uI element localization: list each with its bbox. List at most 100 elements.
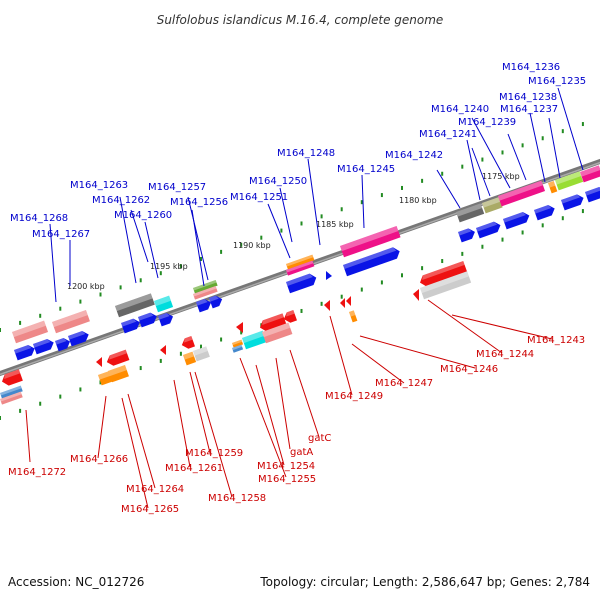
feature-block <box>339 225 401 258</box>
leader-line <box>255 364 285 466</box>
gene-arrow <box>106 349 130 366</box>
tick-mark <box>19 408 22 413</box>
leader-line <box>127 393 156 489</box>
leader-line <box>307 158 321 246</box>
tick-mark <box>0 416 1 420</box>
feature-block <box>108 364 129 383</box>
tick-mark <box>541 136 544 141</box>
gene-arrow <box>138 312 157 328</box>
feature-block <box>456 203 485 223</box>
gene-arrow <box>68 330 89 347</box>
leader-line <box>239 357 287 478</box>
tick-mark <box>179 264 182 269</box>
gene-label-top: M164_1245 <box>337 164 395 175</box>
gene-label-top: M164_1262 <box>92 195 150 206</box>
gene-arrow <box>326 271 332 280</box>
tick-mark <box>99 380 102 385</box>
leader-line <box>529 112 546 183</box>
feature-block <box>554 171 584 191</box>
gene-arrow <box>458 228 475 243</box>
tick-mark <box>159 358 162 363</box>
bottom-strand-features <box>0 260 472 405</box>
tick-mark <box>340 294 343 299</box>
feature-block <box>193 285 218 300</box>
gene-arrow <box>209 295 223 309</box>
map-title: Sulfolobus islandicus M.16.4, complete g… <box>157 13 444 27</box>
tick-mark <box>521 230 524 235</box>
feature-block <box>580 165 600 183</box>
gene-arrow <box>196 298 212 313</box>
tick-mark <box>159 271 162 276</box>
leader-line <box>189 371 211 454</box>
leader-line <box>267 203 291 259</box>
gene-arrow <box>503 211 530 230</box>
feature-block <box>154 295 174 313</box>
tick-mark <box>581 122 584 127</box>
gene-arrow <box>413 289 419 301</box>
gene-label-bottom: gatA <box>290 447 313 458</box>
leader-line <box>427 299 503 354</box>
gene-label-bottom: M164_1261 <box>165 463 223 474</box>
genome-summary-text: Topology: circular; Length: 2,586,647 bp… <box>259 575 590 589</box>
gene-label-bottom: M164_1255 <box>258 474 316 485</box>
bottom-gene-labels: M164_1243 M164_1244 M164_1246 M164_1247 M164… <box>8 335 585 515</box>
feature-block <box>498 180 546 207</box>
tick-label: 1180 kbp <box>399 196 437 205</box>
leader-line <box>329 315 353 396</box>
leader-line <box>471 147 491 197</box>
tick-label: 1185 kbp <box>316 220 354 229</box>
gene-label-bottom: M164_1244 <box>476 349 534 360</box>
feature-block <box>97 370 113 386</box>
gene-arrow <box>534 204 555 221</box>
leader-line <box>359 335 476 369</box>
tick-mark <box>360 200 363 205</box>
feature-block <box>192 346 210 362</box>
gene-label-bottom: M164_1265 <box>121 504 179 515</box>
feature-block <box>242 330 267 350</box>
tick-mark <box>280 228 283 233</box>
bottom-leader-lines <box>25 299 553 509</box>
tick-mark <box>220 249 223 254</box>
tick-label: 1195 kbp <box>150 262 188 271</box>
leader-line <box>275 357 291 450</box>
tick-mark <box>541 223 544 228</box>
gene-label-top: M164_1267 <box>32 229 90 240</box>
tick-mark <box>581 209 584 214</box>
feature-block <box>285 260 315 276</box>
gene-label-top: M164_1241 <box>419 129 477 140</box>
gene-label-bottom: M164_1266 <box>70 454 128 465</box>
leader-line <box>289 349 320 438</box>
tick-mark <box>401 185 403 190</box>
feature-block <box>0 391 23 405</box>
gene-arrow <box>286 273 317 294</box>
tick-mark <box>79 387 82 392</box>
tick-mark <box>99 292 102 297</box>
tick-label: 1175 kbp <box>482 172 520 181</box>
gene-label-top: M164_1263 <box>70 180 128 191</box>
tick-mark <box>240 242 243 247</box>
feature-block <box>0 385 23 399</box>
feature-block <box>11 320 49 344</box>
gene-label-bottom: M164_1272 <box>8 467 66 478</box>
feature-block <box>548 180 558 194</box>
gene-arrow <box>96 357 102 367</box>
tick-mark <box>240 330 243 335</box>
tick-mark <box>360 287 363 292</box>
tick-mark <box>220 337 223 342</box>
gene-label-top: M164_1240 <box>431 104 489 115</box>
gene-label-top: M164_1257 <box>148 182 206 193</box>
tick-mark <box>441 171 444 176</box>
tick-mark <box>320 301 323 306</box>
gene-label-top: M164_1256 <box>170 197 228 208</box>
tick-mark <box>320 214 323 219</box>
tick-mark <box>139 278 142 283</box>
leader-line <box>144 221 159 279</box>
gene-label-top: M164_1250 <box>249 176 307 187</box>
leader-line <box>351 343 405 384</box>
feature-block <box>481 196 503 214</box>
tick-mark <box>39 313 42 318</box>
tick-mark <box>401 273 403 278</box>
leader-line <box>49 223 57 303</box>
feature-block <box>115 293 155 318</box>
leader-line <box>451 314 553 340</box>
